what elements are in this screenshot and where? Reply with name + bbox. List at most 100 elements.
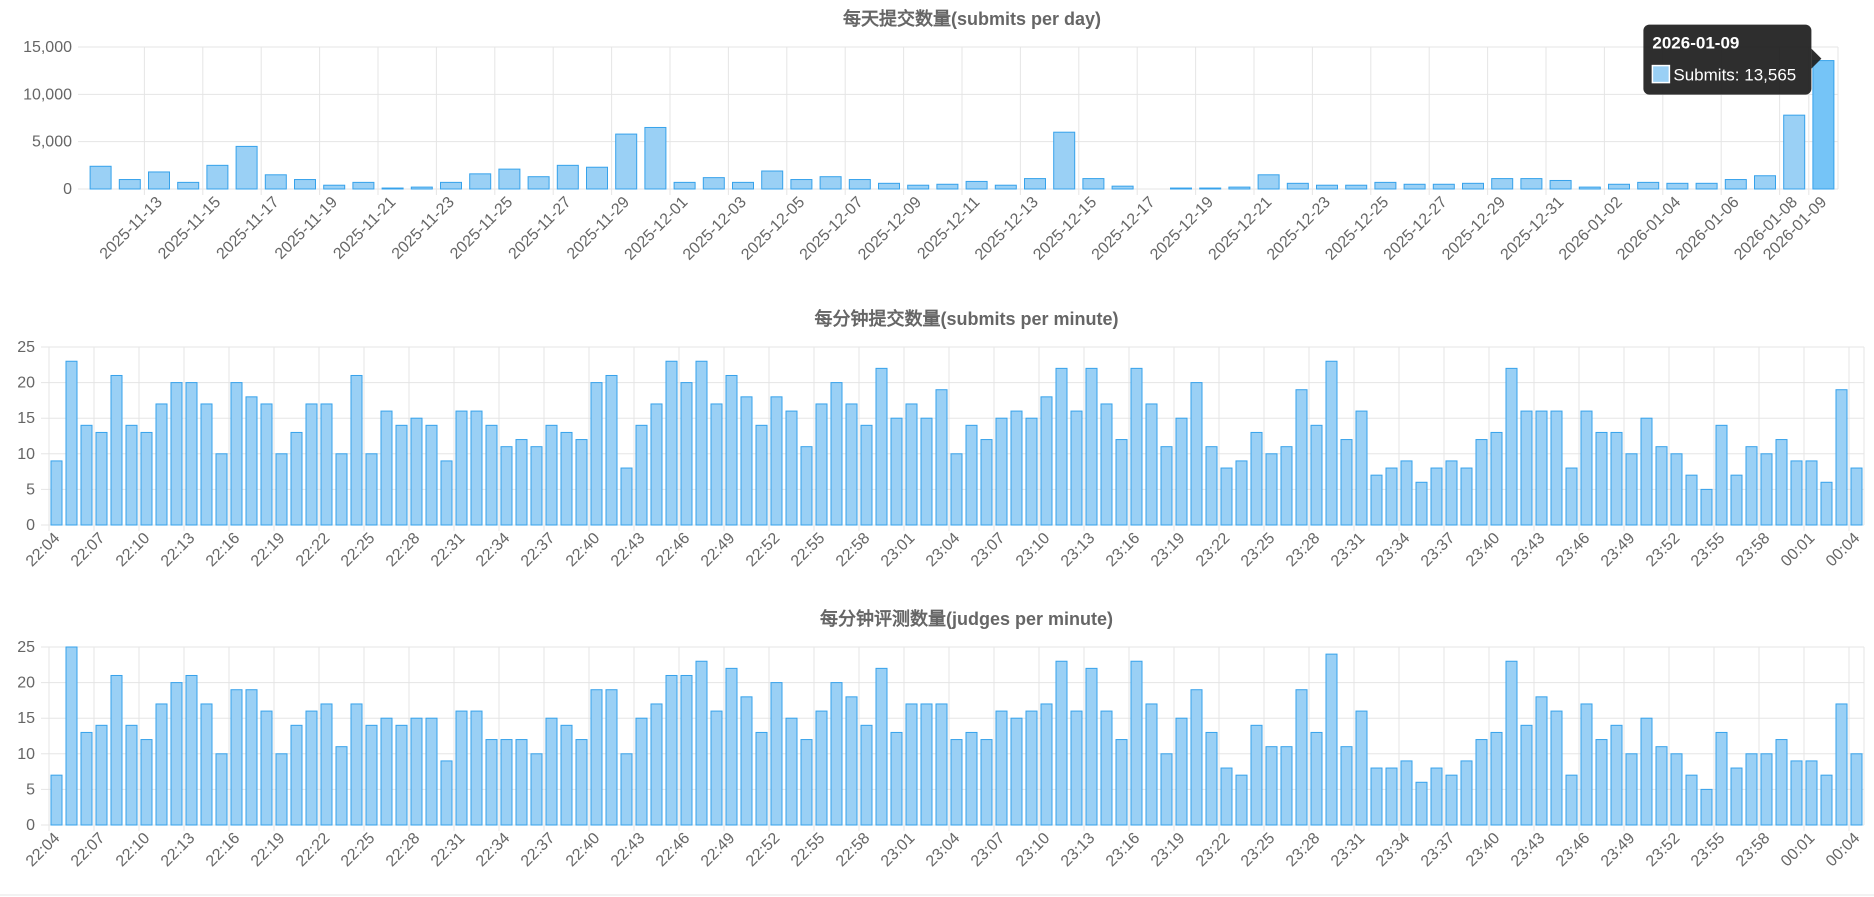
bar-22:58[interactable]	[860, 724, 873, 826]
bar-22:43[interactable]	[635, 424, 648, 526]
bar-23:49[interactable]	[1625, 453, 1638, 526]
bar-2026-01-06[interactable]	[1724, 179, 1747, 190]
bar-22:28[interactable]	[410, 417, 423, 526]
bar-23:04[interactable]	[950, 739, 963, 826]
bar-23:54[interactable]	[1700, 488, 1713, 526]
bar-23:42[interactable]	[1520, 724, 1533, 826]
bar-23:02[interactable]	[920, 417, 933, 526]
bar-23:55[interactable]	[1715, 424, 1728, 526]
bar-23:11[interactable]	[1055, 660, 1068, 826]
bar-23:43[interactable]	[1535, 410, 1548, 526]
bar-22:15[interactable]	[215, 753, 228, 826]
bar-2025-11-18[interactable]	[294, 179, 316, 190]
bar-22:38[interactable]	[560, 724, 573, 826]
bar-2025-12-01[interactable]	[673, 181, 696, 190]
bar-22:30[interactable]	[440, 460, 453, 526]
bar-22:37[interactable]	[545, 717, 558, 826]
bar-23:19[interactable]	[1175, 417, 1188, 526]
bar-2025-12-31[interactable]	[1549, 179, 1572, 190]
bar-23:08[interactable]	[1010, 410, 1023, 526]
bar-22:19[interactable]	[275, 453, 288, 526]
bar-22:17[interactable]	[245, 396, 258, 526]
bar-22:44[interactable]	[650, 703, 663, 826]
bar-22:50[interactable]	[740, 396, 753, 526]
bar-23:13[interactable]	[1085, 667, 1098, 826]
bar-23:41[interactable]	[1505, 660, 1518, 826]
bar-2025-12-02[interactable]	[702, 177, 725, 190]
bar-23:40[interactable]	[1490, 731, 1503, 826]
bar-22:21[interactable]	[305, 710, 318, 826]
bar-2025-12-27[interactable]	[1432, 183, 1455, 190]
bar-2025-12-09[interactable]	[907, 184, 930, 190]
bar-2025-12-11[interactable]	[965, 180, 988, 190]
bar-22:41[interactable]	[605, 374, 618, 526]
bar-22:26[interactable]	[380, 717, 393, 826]
bar-22:58[interactable]	[860, 424, 873, 526]
bar-22:23[interactable]	[335, 746, 348, 826]
bar-2025-12-15[interactable]	[1082, 178, 1105, 190]
bar-23:43[interactable]	[1535, 696, 1548, 826]
bar-23:39[interactable]	[1475, 439, 1488, 526]
bar-23:03[interactable]	[935, 389, 948, 526]
bar-22:21[interactable]	[305, 403, 318, 526]
bar-22:18[interactable]	[260, 710, 273, 826]
bar-2025-11-30[interactable]	[644, 126, 667, 190]
bar-22:07[interactable]	[95, 431, 108, 526]
bar-23:49[interactable]	[1625, 753, 1638, 826]
bar-2025-12-29[interactable]	[1491, 178, 1514, 190]
bar-22:54[interactable]	[800, 739, 813, 826]
bar-23:46[interactable]	[1580, 410, 1593, 526]
bar-2025-11-25[interactable]	[498, 168, 521, 190]
bar-23:34[interactable]	[1400, 460, 1413, 526]
bar-23:08[interactable]	[1010, 717, 1023, 826]
bar-22:34[interactable]	[500, 739, 513, 826]
bar-23:57[interactable]	[1745, 753, 1758, 826]
bar-00:04[interactable]	[1850, 467, 1863, 526]
bar-22:10[interactable]	[140, 431, 153, 526]
bar-2025-12-28[interactable]	[1462, 182, 1484, 190]
bar-23:09[interactable]	[1025, 710, 1038, 826]
bar-2025-12-14[interactable]	[1053, 131, 1076, 190]
bar-2025-11-16[interactable]	[235, 145, 258, 190]
bar-22:18[interactable]	[260, 403, 273, 526]
bar-22:13[interactable]	[185, 382, 198, 526]
bar-22:34[interactable]	[500, 446, 513, 526]
bar-22:37[interactable]	[545, 424, 558, 526]
bar-23:47[interactable]	[1595, 431, 1608, 526]
bar-22:31[interactable]	[455, 710, 468, 826]
bar-22:57[interactable]	[845, 696, 858, 826]
bar-23:36[interactable]	[1430, 767, 1443, 826]
bar-23:47[interactable]	[1595, 739, 1608, 826]
bar-2026-01-03[interactable]	[1637, 181, 1660, 190]
bar-23:59[interactable]	[1775, 739, 1788, 826]
bar-2025-11-14[interactable]	[177, 181, 200, 190]
bar-22:39[interactable]	[575, 739, 588, 826]
bar-22:45[interactable]	[665, 674, 678, 826]
bar-22:51[interactable]	[755, 731, 768, 826]
bar-22:16[interactable]	[230, 382, 243, 526]
bar-22:40[interactable]	[590, 689, 603, 826]
bar-23:21[interactable]	[1205, 731, 1218, 826]
bar-22:56[interactable]	[830, 382, 843, 526]
bar-2025-12-10[interactable]	[936, 183, 959, 190]
bar-2025-12-12[interactable]	[994, 184, 1017, 190]
bar-00:02[interactable]	[1820, 481, 1833, 526]
bar-22:22[interactable]	[320, 403, 333, 526]
bar-22:14[interactable]	[200, 403, 213, 526]
bar-2025-11-20[interactable]	[352, 181, 375, 190]
bar-2025-12-25[interactable]	[1374, 181, 1397, 190]
bar-22:36[interactable]	[530, 446, 543, 526]
bar-22:25[interactable]	[365, 453, 378, 526]
bar-22:27[interactable]	[395, 424, 408, 526]
bar-23:19[interactable]	[1175, 717, 1188, 826]
bar-2025-11-17[interactable]	[264, 174, 287, 190]
bar-2026-01-05[interactable]	[1695, 182, 1718, 190]
bar-22:53[interactable]	[785, 410, 798, 526]
bar-2026-01-02[interactable]	[1608, 183, 1630, 190]
bar-22:40[interactable]	[590, 382, 603, 526]
bar-22:24[interactable]	[350, 703, 363, 826]
bar-22:11[interactable]	[155, 703, 168, 826]
bar-00:02[interactable]	[1820, 774, 1833, 826]
bar-2025-12-04[interactable]	[761, 170, 784, 190]
bar-22:50[interactable]	[740, 696, 753, 826]
